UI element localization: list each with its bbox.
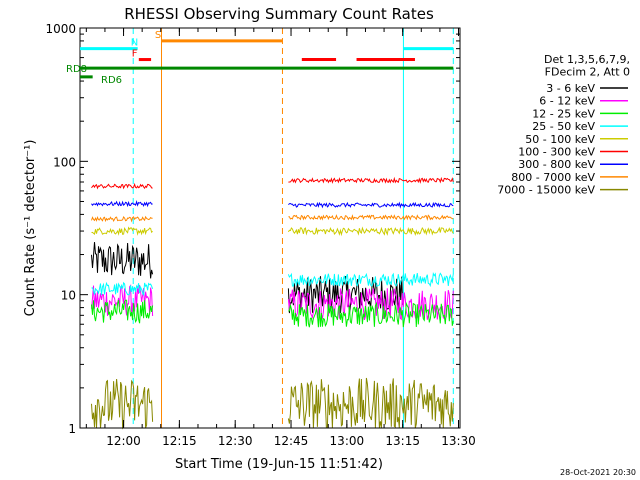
x-tick-label: 13:15 bbox=[385, 434, 420, 448]
legend-header-line: FDecim 2, Att 0 bbox=[545, 66, 630, 79]
series-line-segment bbox=[288, 176, 454, 184]
legend-header-line: Det 1,3,5,6,7,9, bbox=[544, 53, 630, 66]
y-tick-label: 1 bbox=[68, 422, 76, 436]
y-tick-label: 1000 bbox=[45, 22, 76, 36]
series-line-segment bbox=[91, 200, 153, 208]
series-7000-15000-kev bbox=[91, 377, 454, 430]
chart-title: RHESSI Observing Summary Count Rates bbox=[124, 5, 434, 23]
x-tick-label: 12:30 bbox=[218, 434, 253, 448]
series-6-12-kev bbox=[91, 284, 454, 321]
series-line-segment bbox=[91, 281, 154, 296]
legend-entry-label: 6 - 12 keV bbox=[539, 95, 595, 108]
series-line-segment bbox=[287, 272, 454, 288]
legend-entry-label: 12 - 25 keV bbox=[532, 107, 595, 120]
series-line-segment bbox=[288, 201, 454, 209]
y-axis: 1 10 100 1000 bbox=[45, 22, 460, 436]
series-line-segment bbox=[91, 242, 154, 279]
legend-entry-label: 7000 - 15000 keV bbox=[497, 184, 595, 197]
legend-entry-label: 25 - 50 keV bbox=[532, 120, 595, 133]
series-25-50-kev bbox=[91, 272, 454, 296]
series-300-800-kev bbox=[91, 200, 454, 209]
x-tick-label: 12:00 bbox=[106, 434, 141, 448]
flag-label-rd6: RD6 bbox=[101, 75, 122, 86]
legend-entry-label: 50 - 100 keV bbox=[525, 133, 595, 146]
footer-timestamp: 28-Oct-2021 20:30 bbox=[560, 468, 636, 477]
series-line-segment bbox=[91, 284, 154, 317]
y-tick-label: 100 bbox=[53, 155, 76, 169]
series-line-segment bbox=[91, 215, 153, 223]
series-800-7000-kev bbox=[91, 214, 454, 223]
series-line-segment bbox=[288, 214, 454, 222]
x-tick-label: 13:30 bbox=[441, 434, 476, 448]
flag-label-rd8: RD8 bbox=[66, 64, 87, 75]
series-line-segment bbox=[91, 378, 154, 430]
x-axis: 12:00 12:15 12:30 12:45 13:00 13:15 13:30 bbox=[85, 28, 476, 448]
legend: Det 1,3,5,6,7,9,FDecim 2, Att 0 3 - 6 keV… bbox=[497, 53, 630, 197]
flag-label-n: N bbox=[131, 38, 138, 49]
legend-entry-label: 800 - 7000 keV bbox=[511, 171, 595, 184]
x-tick-label: 13:00 bbox=[330, 434, 365, 448]
series-line-segment bbox=[287, 377, 454, 429]
legend-entry-label: 300 - 800 keV bbox=[518, 158, 595, 171]
y-tick-label: 10 bbox=[61, 289, 76, 303]
series-100-300-kev bbox=[91, 176, 454, 190]
series-line-segment bbox=[287, 288, 454, 321]
x-axis-label: Start Time (19-Jun-15 11:51:42) bbox=[175, 457, 383, 472]
series-line-segment bbox=[288, 301, 454, 328]
flag-label-s: S bbox=[155, 30, 161, 41]
series-12-25-kev bbox=[91, 299, 454, 328]
y-axis-label: Count Rate (s⁻¹ detector⁻¹) bbox=[23, 140, 38, 317]
x-tick-label: 12:45 bbox=[274, 434, 309, 448]
series-50-100-kev bbox=[91, 226, 454, 237]
series-line-segment bbox=[91, 299, 154, 324]
x-tick-label: 12:15 bbox=[162, 434, 197, 448]
legend-entry-label: 100 - 300 keV bbox=[518, 146, 595, 159]
series-line-segment bbox=[91, 182, 153, 190]
series-line-segment bbox=[287, 226, 454, 237]
legend-entry-label: 3 - 6 keV bbox=[546, 82, 595, 95]
plot-frame bbox=[79, 27, 461, 429]
flag-label-f: F bbox=[132, 49, 138, 60]
series-line-segment bbox=[91, 226, 153, 236]
